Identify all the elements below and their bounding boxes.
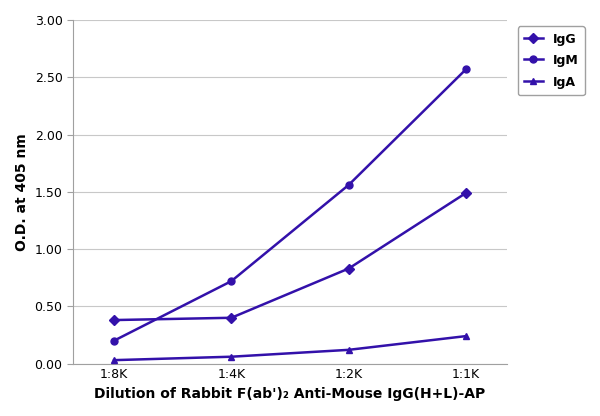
Y-axis label: O.D. at 405 nm: O.D. at 405 nm	[15, 133, 29, 251]
X-axis label: Dilution of Rabbit F(ab')₂ Anti-Mouse IgG(H+L)-AP: Dilution of Rabbit F(ab')₂ Anti-Mouse Ig…	[94, 387, 485, 401]
Legend: IgG, IgM, IgA: IgG, IgM, IgA	[518, 26, 584, 95]
